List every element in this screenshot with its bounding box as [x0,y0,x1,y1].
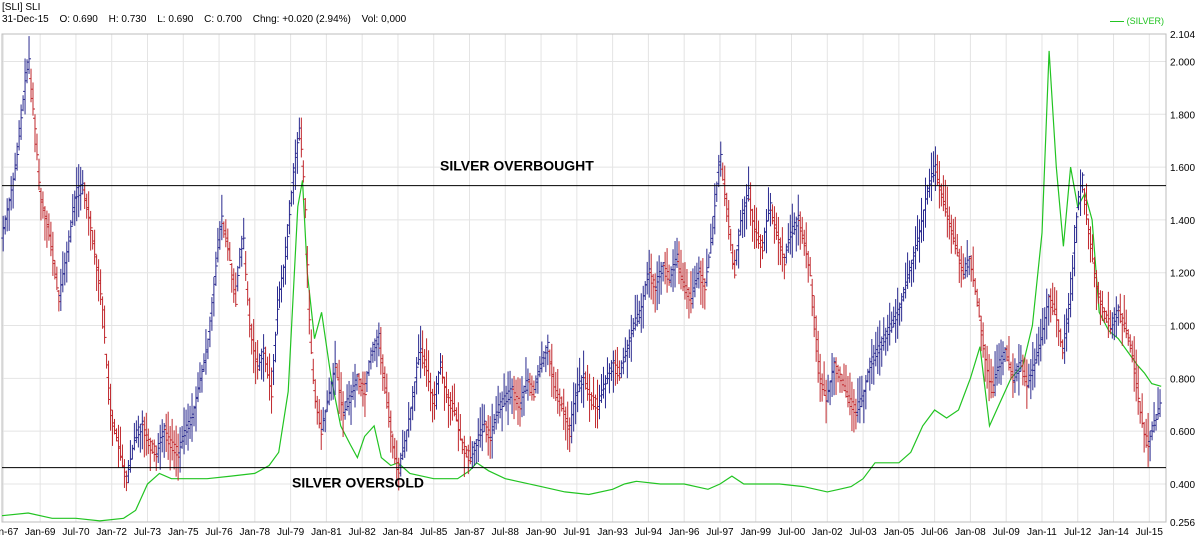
quote-date: 31-Dec-15 [2,14,49,25]
quote-close: C: 0.700 [204,14,242,25]
x-tick-label: Jul-76 [205,527,233,538]
reference-lines: SILVER OVERBOUGHT SILVER OVERSOLD [2,158,1166,491]
oversold-label: SILVER OVERSOLD [292,475,424,491]
x-tick-label: Jul-09 [993,527,1021,538]
x-tick-label: Jul-06 [921,527,949,538]
x-tick-label: Jan-05 [884,527,915,538]
quote-open: O: 0.690 [59,14,98,25]
legend-label: (SILVER) [1126,16,1164,26]
x-tick-label: Jan-69 [25,527,56,538]
x-tick-label: Jul-00 [778,527,806,538]
x-tick-label: Jan-75 [168,527,199,538]
y-tick-label: 0.800 [1170,374,1195,385]
x-tick-label: Jan-93 [597,527,628,538]
x-tick-label: Jan-99 [740,527,771,538]
plot-border [1,33,1167,523]
x-tick-label: Jan-87 [454,527,485,538]
y-tick-label: 0.400 [1170,480,1195,491]
x-tick-label: Jul-73 [134,527,162,538]
x-tick-label: Jan-96 [669,527,700,538]
x-tick-label: Jul-94 [635,527,663,538]
x-tick-label: Jan-90 [526,527,557,538]
x-tick-label: Jun-67 [0,527,19,538]
x-tick-label: Jan-02 [812,527,843,538]
legend-swatch [1109,21,1124,23]
x-axis: Jun-67 Jan-69 Jul-70 Jan-72 Jul-73 Jan-75 Jul-… [0,527,1163,538]
x-tick-label: Jul-03 [849,527,877,538]
y-tick-label: 1.400 [1170,216,1195,227]
chart-header: [SLI] SLI 31-Dec-15 O: 0.690 H: 0.730 L:… [2,2,414,26]
x-tick-label: Jan-84 [383,527,414,538]
x-tick-label: Jan-78 [240,527,271,538]
chart-legend: (SILVER) [1109,16,1164,26]
x-tick-label: Jan-14 [1098,527,1129,538]
y-tick-label: 1.000 [1170,322,1195,333]
quote-volume: Vol: 0,000 [361,14,407,25]
silver-line [1,50,1162,522]
y-axis: 0.256 0.400 0.600 0.800 1.000 1.200 1.400 1.600… [1170,30,1195,529]
x-tick-label: Jul-79 [277,527,305,538]
x-tick-label: Jan-11 [1027,527,1057,538]
quote-summary: 31-Dec-15 O: 0.690 H: 0.730 L: 0.690 C: … [2,14,414,26]
x-tick-label: Jul-70 [62,527,90,538]
symbol-title: [SLI] SLI [2,2,41,13]
x-tick-label: Jul-97 [706,527,734,538]
quote-high: H: 0.730 [108,14,147,25]
y-tick-label: 1.200 [1170,269,1195,280]
x-tick-label: Jan-72 [96,527,127,538]
y-tick-label: 0.600 [1170,427,1195,438]
x-tick-label: Jul-12 [1064,527,1092,538]
x-tick-label: Jul-85 [420,527,448,538]
y-tick-label: 0.256 [1170,518,1195,529]
x-tick-label: Jul-91 [563,527,591,538]
x-tick-label: Jul-88 [492,527,520,538]
silver-series [1,50,1162,522]
x-tick-label: Jul-82 [349,527,377,538]
overbought-label: SILVER OVERBOUGHT [440,158,594,174]
y-tick-label: 1.800 [1170,110,1195,121]
x-tick-label: Jan-08 [955,527,986,538]
ratio-series [1,36,1163,492]
y-tick-label: 2.104 [1170,30,1195,41]
x-tick-label: Jul-15 [1136,527,1164,538]
y-tick-label: 2.000 [1170,57,1195,68]
quote-change: Chng: +0.020 (2.94%) [252,14,351,25]
x-tick-label: Jan-81 [311,527,342,538]
quote-low: L: 0.690 [157,14,194,25]
y-tick-label: 1.600 [1170,163,1195,174]
